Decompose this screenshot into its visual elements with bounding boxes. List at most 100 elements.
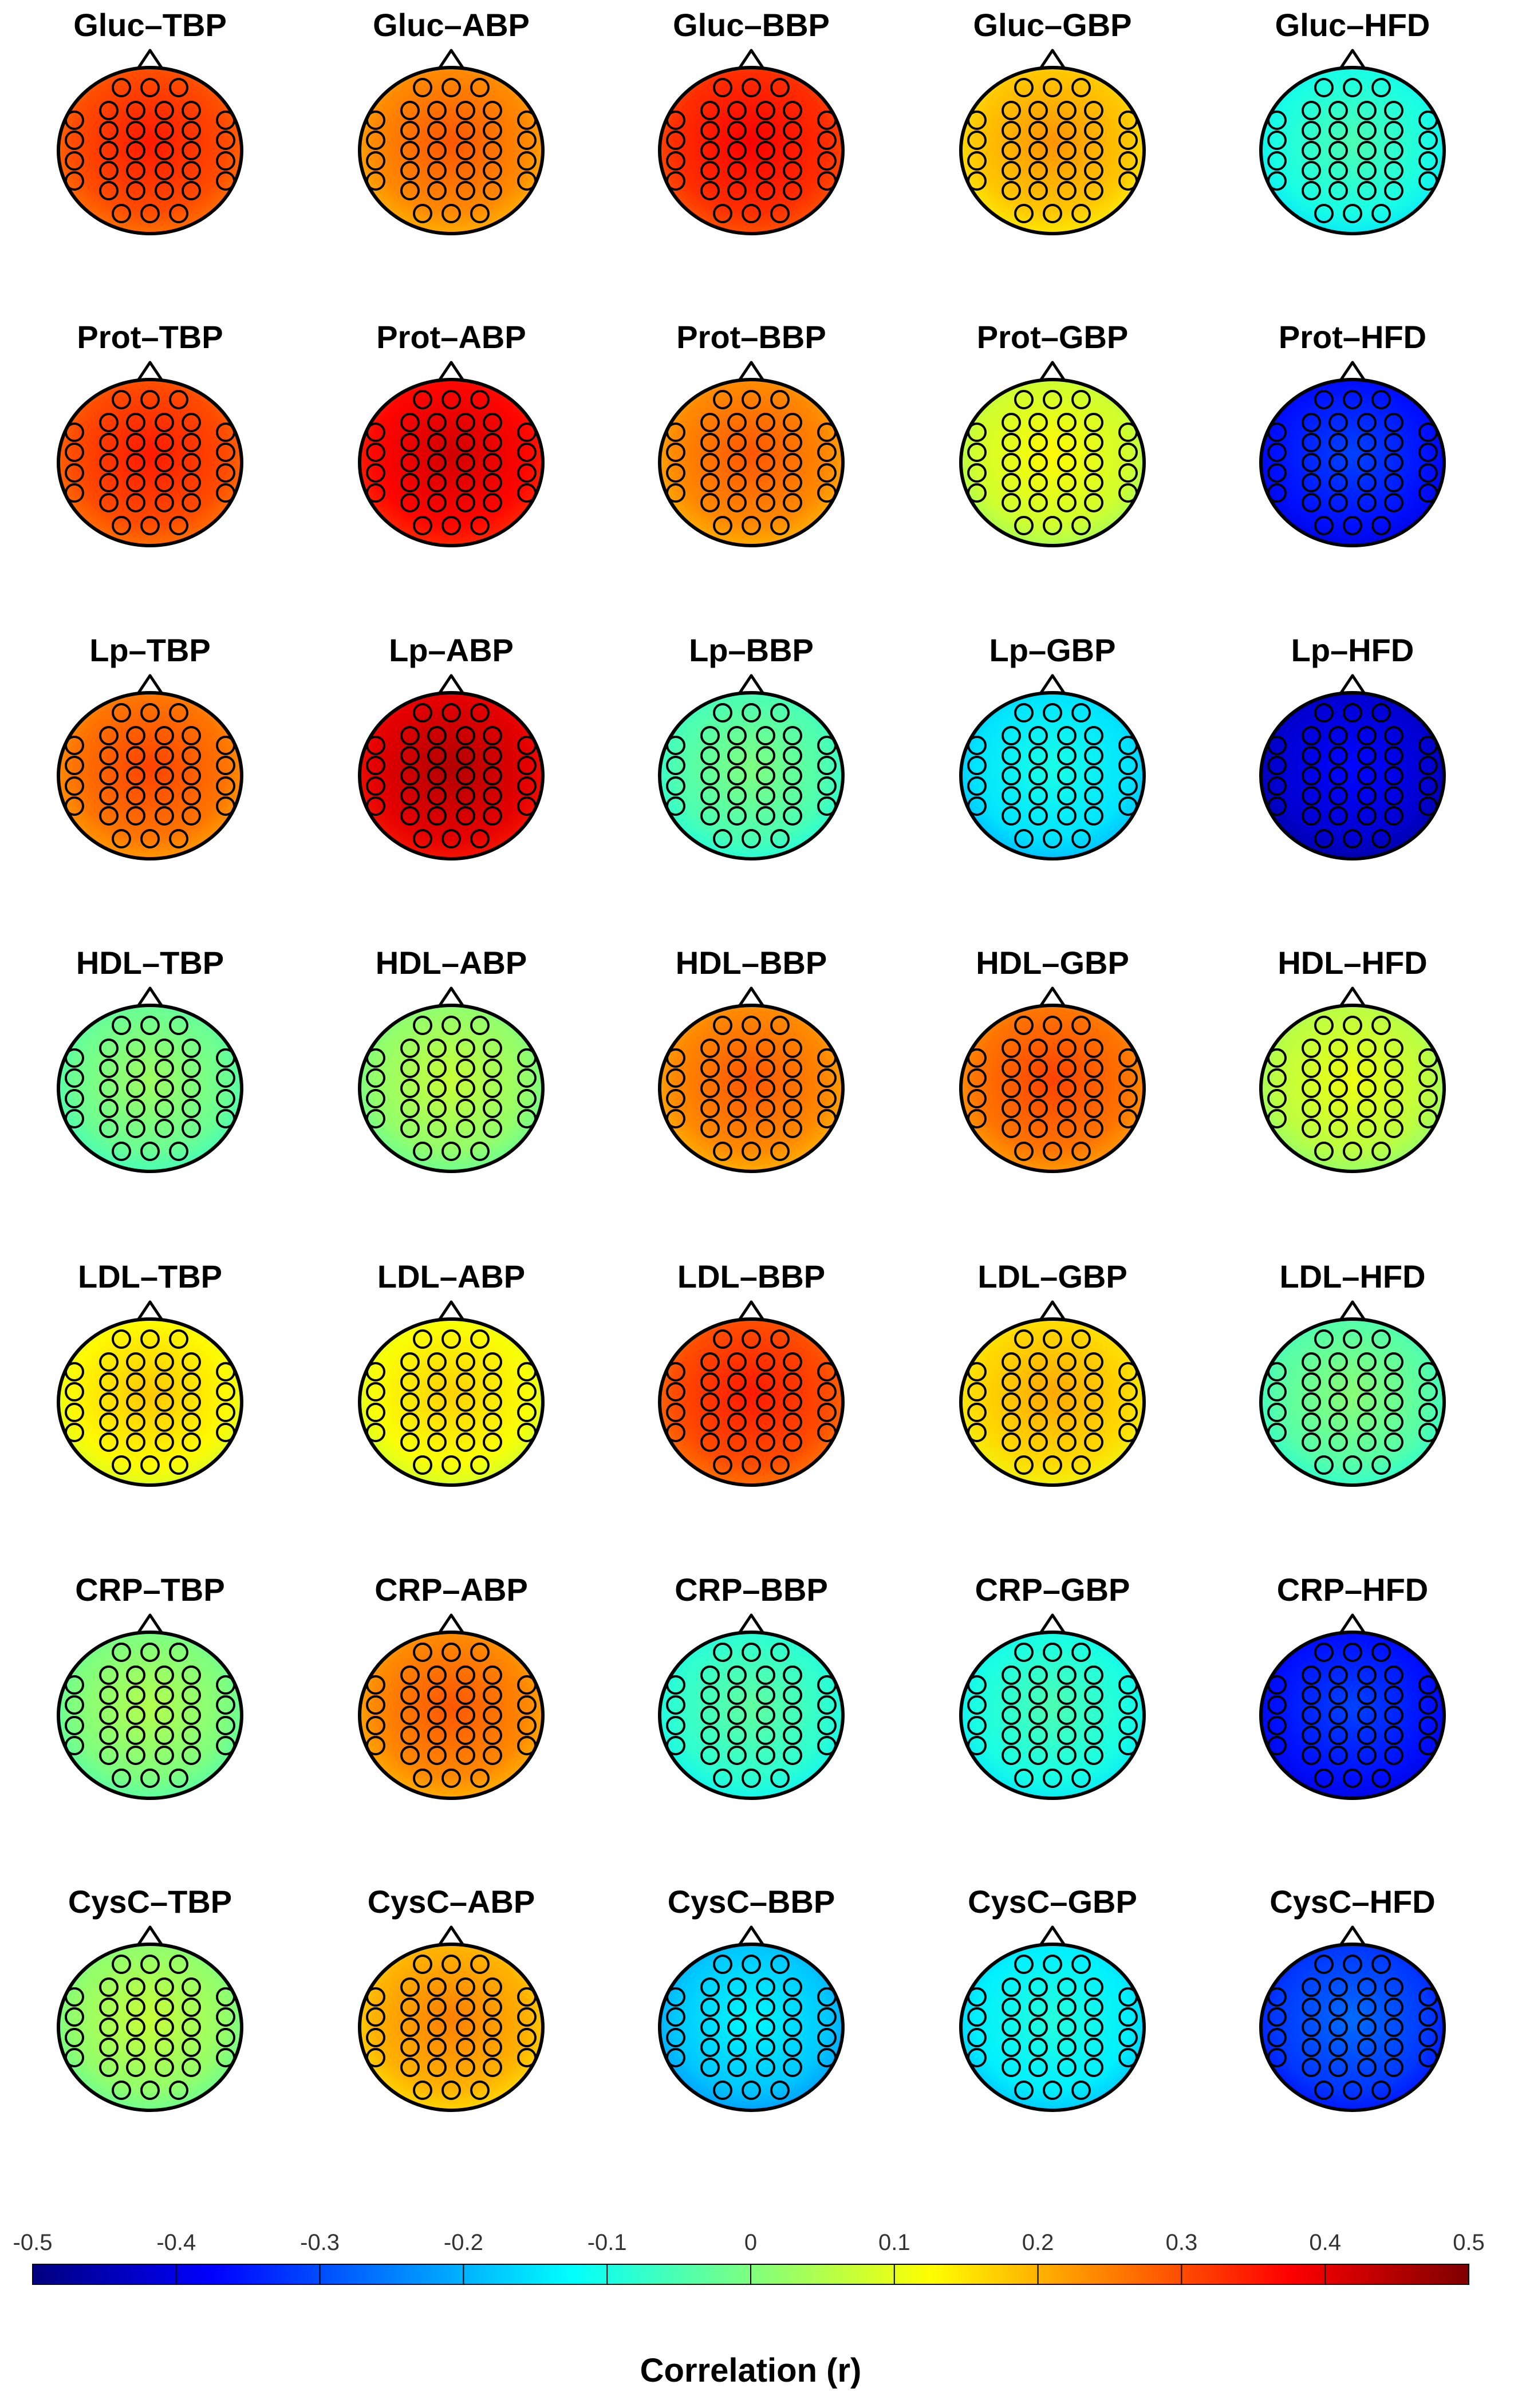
electrode-marker: [1267, 1382, 1287, 1402]
electrode-marker: [456, 2018, 475, 2037]
electrode-marker: [400, 453, 420, 472]
electrode-marker: [1371, 1769, 1391, 1788]
electrode-marker: [483, 161, 502, 180]
electrode-marker: [666, 1716, 685, 1735]
electrode-marker: [413, 829, 432, 848]
electrode-marker: [366, 1362, 385, 1381]
electrode-marker: [99, 1432, 119, 1452]
topography-panel: HDL–GBP: [959, 945, 1146, 1173]
electrode-marker: [517, 1736, 537, 1755]
electrode-marker: [155, 1039, 174, 1058]
electrode-marker: [783, 413, 802, 432]
electrode-marker: [967, 736, 987, 755]
electrode-marker: [182, 746, 201, 765]
electrode-marker: [155, 746, 174, 765]
electrode-marker: [700, 806, 720, 826]
electrode-marker: [1028, 786, 1048, 806]
electrode-marker: [182, 1977, 201, 1997]
electrode-marker: [700, 1685, 720, 1705]
electrode-marker: [470, 1769, 490, 1788]
electrode-marker: [366, 443, 385, 462]
nose-marker: [1337, 1925, 1368, 1949]
electrode-marker: [1328, 746, 1348, 765]
electrode-marker: [783, 1392, 802, 1412]
electrode-marker: [817, 443, 837, 462]
electrode-markers: [666, 1643, 837, 1788]
electrode-marker: [1302, 493, 1321, 512]
electrode-marker: [1328, 1079, 1348, 1098]
electrode-marker: [400, 1432, 420, 1452]
electrode-marker: [126, 141, 145, 160]
electrode-marker: [1343, 2081, 1362, 2100]
electrode-marker: [1302, 453, 1321, 472]
electrode-marker: [112, 1955, 131, 1974]
electrode-marker: [456, 493, 475, 512]
electrode-marker: [216, 1048, 235, 1068]
electrode-marker: [216, 131, 235, 150]
electrode-marker: [756, 1039, 775, 1058]
electrode-marker: [1357, 1412, 1377, 1432]
electrode-marker: [713, 204, 732, 223]
electrode-marker: [1267, 796, 1287, 816]
electrode-marker: [400, 1392, 420, 1412]
head-outline: [358, 691, 545, 860]
electrode-markers: [967, 1955, 1138, 2100]
electrode-markers: [65, 1643, 235, 1788]
electrode-marker: [1118, 110, 1138, 130]
electrode-marker: [1057, 473, 1077, 492]
head-outline: [57, 1631, 243, 1800]
electrode-marker: [713, 78, 732, 97]
electrode-marker: [126, 1977, 145, 1997]
electrode-marker: [1084, 2038, 1103, 2057]
electrode-marker: [1014, 1016, 1034, 1035]
electrode-marker: [742, 516, 761, 535]
electrode-marker: [366, 776, 385, 796]
electrode-marker: [817, 1403, 837, 1422]
electrode-marker: [483, 181, 502, 200]
electrode-marker: [99, 1726, 119, 1745]
head-outline: [358, 1004, 545, 1173]
electrode-marker: [1002, 1059, 1021, 1078]
electrode-marker: [126, 1039, 145, 1058]
electrode-marker: [427, 1706, 447, 1725]
electrode-marker: [1357, 473, 1377, 492]
electrode-marker: [456, 473, 475, 492]
electrode-marker: [1267, 483, 1287, 503]
electrode-marker: [770, 1955, 790, 1974]
electrode-marker: [1384, 726, 1403, 745]
head-outline: [358, 66, 545, 235]
electrode-marker: [517, 1403, 537, 1422]
electrode-marker: [427, 1352, 447, 1372]
electrode-markers: [666, 390, 837, 535]
electrode-marker: [1384, 1412, 1403, 1432]
electrode-marker: [1028, 1119, 1048, 1138]
electrode-marker: [770, 1329, 790, 1349]
electrode-markers: [967, 1016, 1138, 1161]
electrode-marker: [1357, 786, 1377, 806]
electrode-marker: [700, 1726, 720, 1745]
panel-title: CRP–TBP: [75, 1572, 224, 1608]
electrode-marker: [366, 110, 385, 130]
electrode-marker: [1002, 746, 1021, 765]
electrode-marker: [517, 151, 537, 171]
electrode-marker: [140, 1955, 160, 1974]
electrode-marker: [783, 746, 802, 765]
electrode-marker: [366, 1089, 385, 1108]
electrode-marker: [770, 829, 790, 848]
electrode-marker: [112, 829, 131, 848]
electrode-marker: [1302, 806, 1321, 826]
electrode-marker: [126, 1746, 145, 1765]
electrode-marker: [1057, 493, 1077, 512]
electrode-marker: [126, 181, 145, 200]
electrode-marker: [783, 433, 802, 452]
electrode-marker: [700, 1706, 720, 1725]
electrode-marker: [1343, 1769, 1362, 1788]
electrode-marker: [155, 766, 174, 785]
electrode-marker: [1267, 1736, 1287, 1755]
electrode-marker: [666, 483, 685, 503]
electrode-marker: [400, 413, 420, 432]
topography-panel: HDL–ABP: [358, 945, 545, 1173]
electrode-marker: [727, 726, 747, 745]
electrode-marker: [216, 1736, 235, 1755]
electrode-marker: [1371, 703, 1391, 723]
